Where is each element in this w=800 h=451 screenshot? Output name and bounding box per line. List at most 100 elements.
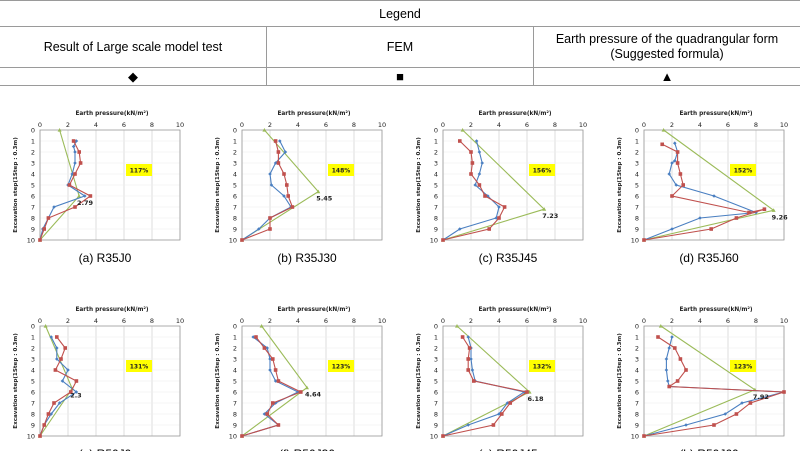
y-tick-label: 0	[233, 126, 237, 134]
y-tick-label: 5	[635, 181, 639, 189]
y-tick-label: 5	[434, 181, 438, 189]
y-tick-label: 8	[434, 410, 438, 418]
y-tick-label: 2	[31, 344, 35, 352]
square-marker	[286, 194, 290, 198]
square-marker	[273, 139, 278, 143]
square-marker	[684, 368, 688, 372]
chart-caption: (e) R50J0	[79, 447, 132, 451]
x-tick-label: 0	[240, 121, 244, 129]
x-tick-label: 8	[352, 317, 356, 325]
diamond-marker	[273, 379, 278, 383]
x-tick-label: 0	[38, 121, 42, 129]
square-marker	[262, 346, 267, 350]
triangle-marker	[542, 207, 547, 211]
diamond-marker	[674, 183, 678, 187]
y-tick-label: 6	[635, 388, 639, 396]
y-tick-label: 2	[31, 148, 35, 156]
square-marker	[73, 172, 77, 176]
diamond-marker	[684, 423, 688, 427]
y-tick-label: 6	[434, 192, 438, 200]
legend-symbol-diamond: ◆	[0, 67, 267, 86]
y-tick-label: 6	[31, 192, 35, 200]
y-tick-label: 4	[635, 170, 639, 178]
y-tick-label: 5	[635, 377, 639, 385]
square-marker	[712, 423, 716, 427]
square-marker	[678, 172, 683, 176]
x-tick-label: 8	[352, 121, 356, 129]
test-series-line	[442, 140, 500, 241]
y-axis-label: Excavation step(1Step : 0.3m)	[617, 137, 623, 233]
diamond-marker	[670, 161, 674, 165]
square-marker	[500, 412, 504, 416]
y-tick-label: 5	[434, 377, 438, 385]
diamond-marker	[673, 159, 677, 163]
y-axis-label: Excavation step(1Step : 0.3m)	[13, 137, 19, 233]
x-tick-label: 2	[670, 121, 674, 129]
diamond-marker	[670, 335, 674, 339]
x-axis-label: Earth pressure(kN/m²)	[277, 306, 350, 313]
triangle-marker	[262, 128, 267, 132]
y-tick-label: 2	[434, 344, 438, 352]
diamond-marker	[283, 150, 288, 154]
y-tick-label: 8	[434, 214, 438, 222]
ratio-badge-label: 156%	[533, 168, 552, 175]
diamond-marker	[60, 379, 65, 383]
y-tick-label: 7	[434, 399, 438, 407]
square-marker	[55, 335, 59, 339]
square-marker	[642, 238, 646, 242]
diamond-marker	[477, 150, 482, 154]
ratio-badge	[730, 360, 756, 372]
square-marker	[470, 161, 475, 165]
y-tick-label: 1	[635, 333, 639, 341]
y-tick-label: 4	[233, 170, 237, 178]
square-marker	[276, 161, 281, 165]
plot-frame	[643, 325, 785, 437]
x-tick-label: 6	[324, 317, 328, 325]
plot-frame	[643, 129, 785, 241]
chart-caption: (a) R35J0	[79, 251, 132, 265]
diamond-marker	[49, 335, 53, 339]
square-marker	[52, 401, 56, 405]
y-tick-label: 10	[430, 432, 438, 440]
x-tick-label: 8	[553, 317, 557, 325]
x-tick-label: 6	[122, 121, 126, 129]
square-marker	[63, 346, 67, 350]
x-tick-label: 4	[94, 121, 98, 129]
square-marker	[458, 139, 462, 143]
y-tick-label: 3	[635, 159, 639, 167]
y-tick-label: 0	[434, 126, 438, 134]
square-marker	[508, 401, 512, 405]
plot-frame	[241, 325, 383, 437]
square-marker	[265, 412, 269, 416]
fem-series-line	[39, 140, 92, 241]
diamond-marker	[251, 335, 255, 339]
ratio-badge	[126, 360, 152, 372]
square-marker	[525, 390, 529, 394]
square-marker	[491, 423, 496, 427]
triangle-marker	[57, 128, 62, 132]
square-marker	[282, 172, 286, 176]
x-tick-label: 0	[38, 317, 42, 325]
y-tick-label: 3	[233, 355, 237, 363]
x-tick-label: 10	[378, 121, 386, 129]
diamond-marker	[74, 390, 79, 394]
diamond-marker	[497, 205, 501, 209]
diamond-marker	[664, 368, 669, 372]
chart-caption: (d) R35J60	[679, 251, 739, 265]
y-tick-label: 2	[635, 148, 639, 156]
chart-caption: (h) R50J60	[679, 447, 739, 451]
x-tick-label: 6	[726, 317, 730, 325]
legend-table: Legend Result of Large scale model test …	[0, 0, 800, 86]
square-marker	[734, 216, 739, 220]
ratio-badge	[529, 164, 555, 176]
x-tick-label: 8	[150, 121, 154, 129]
square-marker	[502, 205, 507, 209]
square-marker	[678, 357, 683, 361]
ratio-badge	[328, 164, 354, 176]
square-marker	[59, 357, 63, 361]
diamond-marker	[664, 357, 669, 361]
square-marker	[642, 434, 646, 438]
